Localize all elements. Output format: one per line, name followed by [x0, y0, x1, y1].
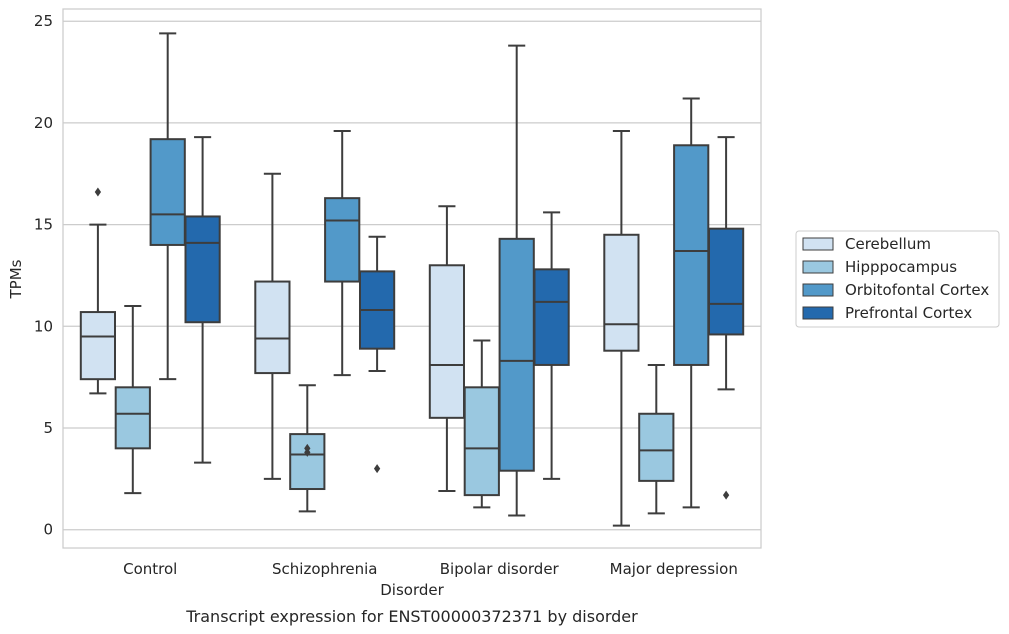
- y-tick-label-25: 25: [34, 12, 53, 30]
- outlier-point: [304, 443, 311, 453]
- outlier-point: [722, 490, 730, 500]
- box-hipppocampus-0: [114, 304, 151, 495]
- y-axis-title: TPMs: [7, 259, 25, 299]
- legend-swatch: [802, 306, 834, 320]
- x-tick-labels: Control Schizophrenia Bipolar disorder Majo…: [123, 560, 738, 578]
- box-body: [603, 233, 640, 352]
- box-cerebellum-3: [603, 130, 640, 527]
- box-prefrontal-cortex-1: [358, 235, 396, 474]
- legend-swatch: [802, 283, 834, 297]
- box-body: [254, 280, 291, 375]
- box-body: [114, 386, 151, 450]
- box-body: [533, 268, 570, 366]
- legend-item-orbitofontal-cortex: Orbitofontal Cortex: [802, 281, 989, 299]
- box-body: [184, 215, 221, 324]
- box-body: [324, 197, 361, 283]
- legend-frame: [795, 230, 1000, 328]
- outlier-point: [94, 187, 102, 197]
- legend-label: Cerebellum: [845, 235, 931, 253]
- box-body: [149, 138, 186, 246]
- box-body: [463, 386, 500, 497]
- x-tick-label-bipolar-disorder: Bipolar disorder: [440, 560, 560, 578]
- box-hipppocampus-3: [638, 363, 675, 515]
- box-body: [673, 144, 710, 366]
- x-tick-label-control: Control: [123, 560, 177, 578]
- box-body: [638, 412, 675, 482]
- box-cerebellum-0: [79, 187, 117, 395]
- legend: Cerebellum Hipppocampus Orbitofontal Corte…: [795, 230, 1000, 328]
- box-body: [79, 311, 117, 381]
- box-prefrontal-cortex-0: [184, 136, 221, 464]
- y-tick-label-20: 20: [34, 114, 53, 132]
- y-tick-labels: 0 5 10 15 20 25: [34, 12, 53, 538]
- outlier-point: [373, 464, 381, 474]
- legend-swatch: [802, 260, 834, 274]
- box-body: [707, 227, 745, 336]
- box-body: [428, 264, 466, 419]
- box-cerebellum-2: [428, 205, 466, 493]
- box-prefrontal-cortex-2: [533, 211, 570, 480]
- legend-item-hipppocampus: Hipppocampus: [802, 258, 957, 276]
- figure-caption: Transcript expression for ENST0000037237…: [185, 607, 638, 626]
- box-body: [289, 433, 326, 491]
- box-orbitofontal-cortex-2: [498, 44, 535, 517]
- box-hipppocampus-1: [289, 384, 326, 513]
- box-cerebellum-1: [254, 172, 291, 480]
- legend-label: Hipppocampus: [845, 258, 957, 276]
- box-hipppocampus-2: [463, 339, 500, 509]
- box-orbitofontal-cortex-1: [324, 130, 361, 377]
- box-body: [498, 237, 535, 472]
- x-tick-label-schizophrenia: Schizophrenia: [272, 560, 377, 578]
- x-axis-title: Disorder: [380, 581, 444, 599]
- box-orbitofontal-cortex-0: [149, 32, 186, 381]
- legend-swatch: [802, 237, 834, 251]
- y-tick-label-10: 10: [34, 317, 53, 335]
- y-tick-label-5: 5: [43, 419, 53, 437]
- legend-item-prefrontal-cortex: Prefrontal Cortex: [802, 304, 972, 322]
- y-tick-label-0: 0: [43, 521, 53, 539]
- y-tick-label-15: 15: [34, 216, 53, 234]
- legend-label: Prefrontal Cortex: [845, 304, 972, 322]
- x-tick-label-major-depression: Major depression: [610, 560, 738, 578]
- legend-item-cerebellum: Cerebellum: [802, 235, 931, 253]
- boxes: [79, 32, 745, 527]
- legend-label: Orbitofontal Cortex: [845, 281, 989, 299]
- box-prefrontal-cortex-3: [707, 136, 745, 500]
- box-orbitofontal-cortex-3: [673, 97, 710, 509]
- plot-frame: [62, 8, 762, 549]
